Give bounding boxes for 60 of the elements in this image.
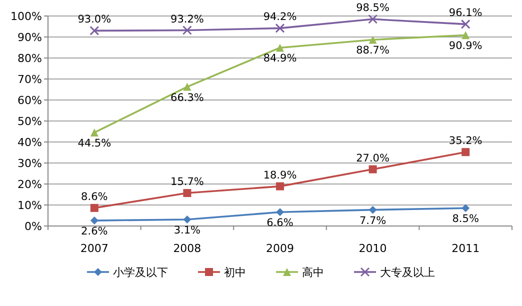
legend-label: 大专及以上 (380, 266, 435, 279)
point (90, 26, 100, 36)
y-tick-label: 90% (18, 31, 42, 44)
data-label: 3.1% (174, 224, 201, 236)
point (276, 182, 284, 190)
y-tick-label: 40% (18, 136, 42, 149)
data-label: 6.6% (266, 217, 294, 230)
x-tick-label: 2011 (452, 242, 480, 255)
data-label: 35.2% (448, 135, 482, 148)
data-label: 90.9% (448, 40, 482, 52)
y-tick-label: 70% (18, 73, 42, 86)
y-tick-label: 10% (18, 199, 42, 212)
data-label: 96.1% (448, 7, 482, 20)
point (275, 23, 285, 33)
y-tick-label: 60% (18, 94, 42, 107)
data-label: 27.0% (356, 152, 390, 164)
data-label: 98.5% (356, 2, 390, 14)
x-tick-label: 2008 (173, 242, 202, 255)
data-label: 7.7% (359, 214, 386, 227)
data-label: 84.9% (263, 52, 297, 65)
legend-label: 高中 (302, 266, 324, 279)
x-tick-label: 2007 (80, 242, 108, 255)
y-tick-label: 80% (18, 52, 42, 65)
y-tick-label: 20% (18, 178, 42, 191)
y-tick-label: 30% (18, 157, 42, 170)
point (90, 204, 98, 212)
point (182, 26, 192, 36)
point (276, 44, 284, 52)
point (368, 206, 377, 214)
data-label: 15.7% (170, 176, 204, 188)
point (462, 31, 470, 40)
point (183, 82, 192, 91)
data-label: 66.3% (170, 92, 204, 104)
point (462, 148, 470, 156)
data-label: 18.9% (263, 169, 297, 182)
point (460, 19, 470, 29)
point (90, 216, 98, 225)
point (368, 165, 377, 174)
data-label: 93.2% (170, 13, 204, 26)
point (462, 204, 470, 212)
data-label: 88.7% (356, 44, 390, 57)
data-label: 94.2% (263, 11, 297, 24)
legend-label: 初中 (224, 266, 246, 279)
data-label: 2.6% (81, 226, 108, 238)
data-label: 8.6% (81, 190, 108, 203)
data-label: 93.0% (78, 14, 112, 26)
data-label: 8.5% (452, 213, 479, 226)
point (183, 189, 192, 198)
data-label: 44.5% (78, 138, 112, 150)
point (368, 14, 378, 24)
x-tick-label: 2010 (358, 242, 387, 255)
y-tick-label: 100% (10, 10, 42, 23)
point (276, 208, 284, 216)
point (368, 36, 377, 44)
y-tick-label: 0% (24, 220, 42, 233)
point (183, 215, 192, 224)
point (90, 128, 98, 137)
y-tick-label: 50% (18, 115, 42, 128)
legend-label: 小学及以下 (113, 266, 168, 279)
x-tick-label: 2009 (266, 242, 294, 255)
